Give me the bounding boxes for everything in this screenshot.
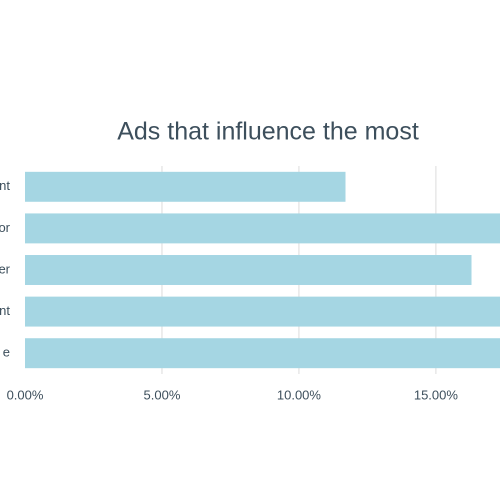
x-tick-label: 10.00% — [277, 387, 322, 402]
chart-title: Ads that influence the most — [117, 118, 419, 146]
y-tick-label: nt — [0, 303, 10, 318]
y-tick-label: er — [0, 261, 11, 276]
bar — [25, 213, 500, 244]
y-tick-label: e — [3, 345, 10, 360]
bar — [25, 338, 500, 369]
bar — [25, 255, 472, 285]
y-tick-label: nt — [0, 178, 10, 193]
x-tick-label: 15.00% — [414, 387, 459, 402]
bar — [25, 171, 346, 202]
y-tick-label: or — [0, 220, 11, 235]
bar — [25, 296, 500, 327]
x-tick-label: 0.00% — [7, 387, 44, 402]
x-tick-label: 5.00% — [144, 387, 181, 402]
